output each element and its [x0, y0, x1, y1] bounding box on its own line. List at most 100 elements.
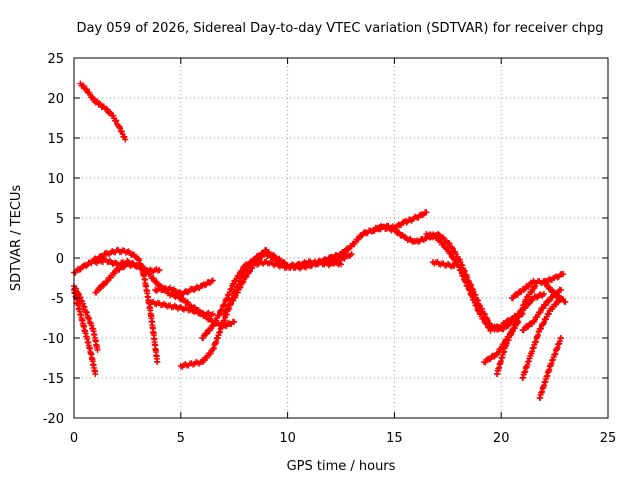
data-point: [348, 251, 355, 257]
data-point: [546, 284, 553, 291]
data-point: [446, 240, 453, 247]
series-s20: [519, 286, 565, 334]
data-point: [542, 301, 549, 308]
data-point: [484, 321, 491, 328]
data-point: [204, 330, 211, 337]
data-point: [154, 280, 161, 287]
data-point: [480, 316, 487, 323]
data-point: [560, 271, 567, 277]
chart-title: Day 059 of 2026, Sidereal Day-to-day VTE…: [76, 21, 603, 36]
data-point: [543, 281, 550, 288]
data-point: [94, 347, 101, 353]
data-point: [258, 253, 265, 260]
data-point: [444, 245, 451, 252]
data-point: [553, 301, 560, 308]
data-point: [243, 273, 250, 280]
y-tick-label: -5: [51, 292, 64, 307]
x-tick-label: 15: [386, 431, 403, 446]
data-point: [238, 268, 245, 275]
data-point: [558, 335, 565, 341]
data-point: [80, 82, 87, 89]
grid-lines: [74, 58, 608, 418]
data-point: [338, 261, 344, 268]
series-s18: [493, 283, 539, 377]
data-point: [423, 209, 430, 216]
series-s4: [71, 283, 101, 353]
data-point: [104, 106, 111, 113]
data-point: [92, 371, 99, 377]
data-point: [156, 267, 163, 273]
data-point: [537, 326, 544, 333]
x-tick-label: 20: [493, 431, 510, 446]
data-point: [207, 350, 214, 357]
data-point: [203, 331, 210, 338]
data-point: [540, 319, 547, 326]
data-point: [545, 310, 552, 317]
data-point: [538, 325, 545, 332]
data-point: [240, 278, 247, 285]
x-tick-label: 10: [279, 431, 296, 446]
y-tick-label: -20: [43, 412, 64, 427]
data-point: [216, 312, 223, 319]
y-tick-label: 0: [56, 252, 64, 267]
data-point: [236, 272, 243, 279]
series-s11: [220, 248, 270, 317]
y-tick-label: -10: [43, 332, 64, 347]
data-point: [546, 297, 553, 304]
series-s1: [77, 80, 129, 143]
data-point: [558, 287, 565, 293]
data-point: [348, 243, 355, 250]
data-point: [209, 277, 216, 284]
data-point: [537, 308, 544, 315]
data-points: [71, 80, 569, 401]
data-point: [232, 292, 239, 299]
y-tick-label: 25: [47, 52, 64, 67]
axis-ticks: 0 5 10 15 20 25 -20 -15 -10 -5 0 5 10 15 20 25: [43, 52, 617, 446]
data-point: [231, 319, 238, 325]
data-point: [209, 311, 216, 317]
x-tick-label: 25: [600, 431, 617, 446]
series-s8: [152, 277, 216, 298]
data-point: [355, 236, 362, 243]
data-point: [236, 284, 243, 291]
y-tick-label: 15: [47, 132, 64, 147]
plot-frame: [73, 57, 609, 419]
y-tick-label: 20: [47, 92, 64, 107]
data-point: [111, 270, 118, 277]
data-point: [448, 244, 455, 251]
data-point: [83, 86, 90, 93]
data-point: [221, 310, 228, 317]
x-tick-label: 0: [70, 431, 78, 446]
x-axis-label: GPS time / hours: [287, 459, 396, 474]
data-point: [239, 267, 246, 274]
data-point: [526, 300, 533, 307]
x-tick-label: 5: [177, 431, 185, 446]
series-s3: [71, 287, 99, 377]
data-point: [540, 291, 547, 297]
data-point: [154, 359, 161, 365]
data-point: [89, 94, 96, 101]
y-tick-label: 10: [47, 172, 64, 187]
data-point: [211, 320, 218, 327]
data-point: [394, 228, 401, 235]
data-point: [215, 312, 222, 319]
data-point: [447, 249, 454, 256]
data-point: [223, 306, 230, 313]
data-point: [528, 288, 535, 295]
data-point: [547, 285, 554, 292]
data-point: [448, 251, 455, 258]
series-s23: [540, 279, 569, 305]
data-point: [562, 299, 569, 305]
series-s22: [536, 335, 565, 401]
data-point: [97, 285, 104, 292]
data-point: [246, 268, 253, 275]
data-point: [237, 284, 244, 291]
y-tick-label: -15: [43, 372, 64, 387]
data-point: [345, 246, 352, 253]
data-point: [113, 118, 120, 125]
data-point: [122, 136, 129, 143]
series-s21: [519, 295, 565, 381]
y-axis-label: SDTVAR / TECUs: [9, 185, 24, 292]
series-s16: [429, 258, 458, 270]
